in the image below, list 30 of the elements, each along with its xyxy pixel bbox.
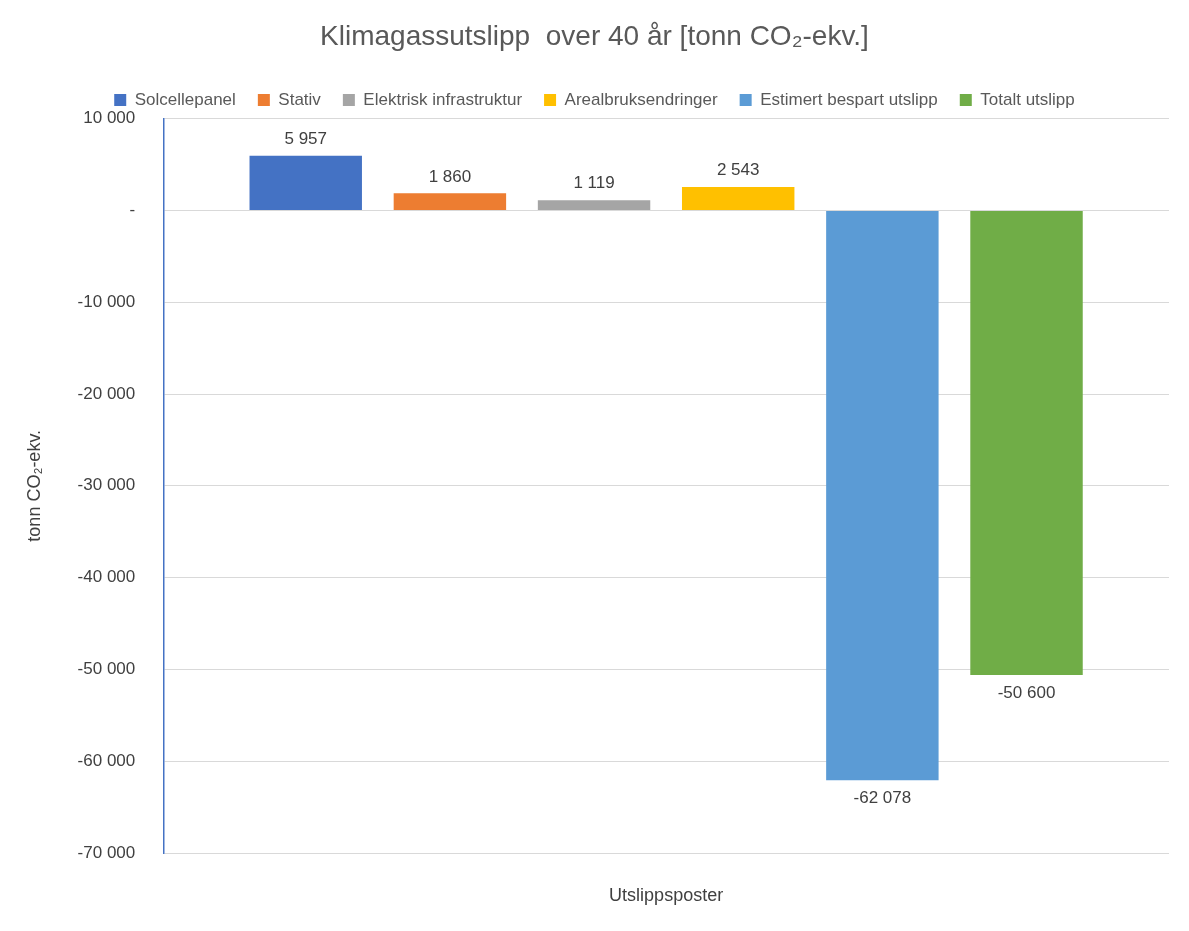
y-tick-label: -	[129, 200, 136, 220]
y-tick-label: -60 000	[77, 750, 136, 770]
data-label: 1 119	[573, 173, 615, 193]
legend-label: Arealbruksendringer	[564, 89, 718, 109]
bar	[826, 210, 939, 781]
bar	[537, 200, 651, 210]
legend-label: Stativ	[278, 89, 322, 109]
legend-label: Totalt utslipp	[980, 89, 1075, 109]
data-label: 1 860	[428, 166, 472, 186]
legend-label: Estimert bespart utslipp	[760, 89, 938, 109]
y-tick-label: -70 000	[77, 842, 136, 862]
y-tick-label: 10 000	[83, 108, 136, 128]
y-tick-label: -10 000	[77, 291, 136, 311]
legend-label: Elektrisk infrastruktur	[363, 89, 523, 109]
x-axis-title: Utslippsposter	[609, 885, 724, 906]
data-label: 5 957	[284, 128, 328, 148]
y-axis-title: tonn CO₂-ekv.	[23, 429, 44, 542]
data-label: -62 078	[853, 788, 912, 808]
bar	[681, 187, 795, 210]
y-tick-label: -20 000	[77, 383, 136, 403]
y-tick-label: -40 000	[77, 567, 136, 587]
y-tick-label: -50 000	[77, 659, 136, 679]
data-label: -50 600	[997, 683, 1056, 703]
data-label: 2 543	[716, 160, 760, 180]
legend-label: Solcellepanel	[134, 89, 236, 109]
bar	[970, 210, 1083, 675]
bar	[393, 193, 507, 210]
y-tick-label: -30 000	[77, 475, 136, 495]
bar	[249, 155, 362, 210]
chart-title: Klimagassutslipp over 40 år [tonn CO₂-ekv.]	[320, 19, 869, 51]
